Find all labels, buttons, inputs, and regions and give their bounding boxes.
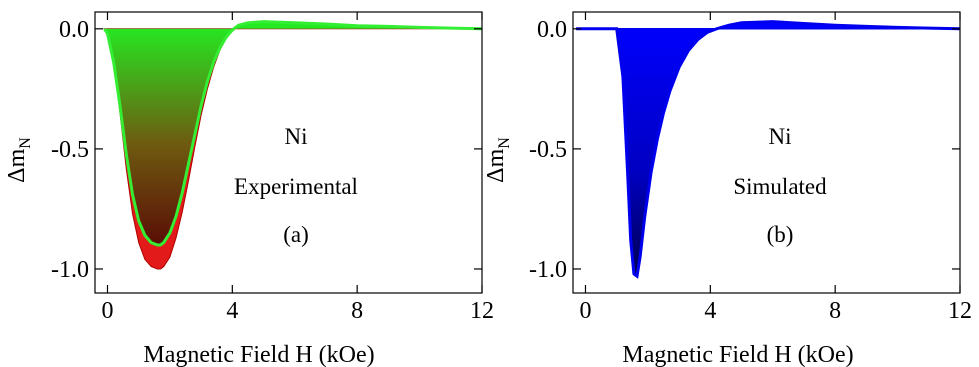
x-tick-label-a: 4 [226, 298, 238, 324]
y-tick-label-b: -1.0 [529, 257, 567, 283]
panel-label-a: (a) [283, 222, 309, 247]
annotation-source-b: Simulated [733, 174, 827, 199]
y-tick-label-b: 0.0 [537, 17, 567, 43]
x-tick-label-b: 0 [579, 298, 591, 324]
y-tick-label-a: -0.5 [51, 137, 89, 163]
y-axis-label-sub-b: N [496, 137, 513, 149]
series-experimental-green-line [103, 20, 483, 247]
x-tick-label-b: 12 [948, 298, 972, 324]
annotation-material-a: Ni [285, 124, 308, 149]
series-experimental-green-area [104, 21, 483, 245]
x-axis-label-b: Magnetic Field H (kOe) [622, 342, 853, 367]
x-axis-label-a: Magnetic Field H (kOe) [143, 342, 374, 367]
x-tick-label-a: 12 [470, 298, 494, 324]
y-axis-label-b: ΔmN [483, 137, 513, 183]
x-tick-label-a: 0 [101, 298, 113, 324]
y-tick-label-a: -1.0 [51, 257, 89, 283]
plot-frame-a [94, 11, 483, 294]
y-tick-label-b: -0.5 [529, 137, 567, 163]
plot-frame-b [572, 11, 961, 294]
y-tick-label-a: 0.0 [59, 17, 89, 43]
x-tick-label-b: 4 [704, 298, 716, 324]
x-tick-label-b: 8 [829, 298, 841, 324]
panel-a: 0 4 8 12 0.0 -0.5 -1.0 Ni Experimental (a) Mag… [4, 11, 494, 367]
x-tick-label-a: 8 [351, 298, 363, 324]
panel-label-b: (b) [767, 222, 794, 247]
y-axis-label-sub-a: N [17, 137, 34, 149]
y-axis-label-a: ΔmN [4, 137, 34, 183]
y-axis-label-main-a: Δm [4, 148, 30, 182]
annotation-source-a: Experimental [234, 174, 358, 199]
plot-area-b: 0 4 8 12 0.0 -0.5 -1.0 [529, 12, 972, 324]
plot-area-a: 0 4 8 12 0.0 -0.5 -1.0 [51, 12, 494, 324]
series-simulated-blue-line [576, 20, 961, 279]
annotation-material-b: Ni [769, 124, 792, 149]
panel-b: 0 4 8 12 0.0 -0.5 -1.0 Ni Simulated (b) Magnet… [483, 11, 972, 367]
y-axis-label-main-b: Δm [483, 148, 509, 182]
